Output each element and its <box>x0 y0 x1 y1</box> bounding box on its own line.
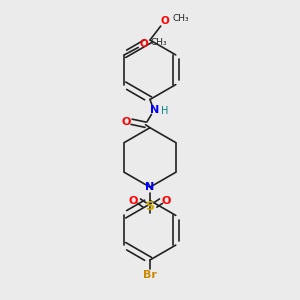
Text: S: S <box>146 200 154 213</box>
Text: N: N <box>150 105 159 115</box>
Text: O: O <box>122 117 131 127</box>
Text: O: O <box>129 196 138 206</box>
Text: CH₃: CH₃ <box>172 14 189 23</box>
Text: O: O <box>139 40 148 50</box>
Text: N: N <box>146 182 154 192</box>
Text: O: O <box>160 16 169 26</box>
Text: Br: Br <box>143 270 157 280</box>
Text: CH₃: CH₃ <box>151 38 167 46</box>
Text: H: H <box>161 106 169 116</box>
Text: O: O <box>162 196 171 206</box>
